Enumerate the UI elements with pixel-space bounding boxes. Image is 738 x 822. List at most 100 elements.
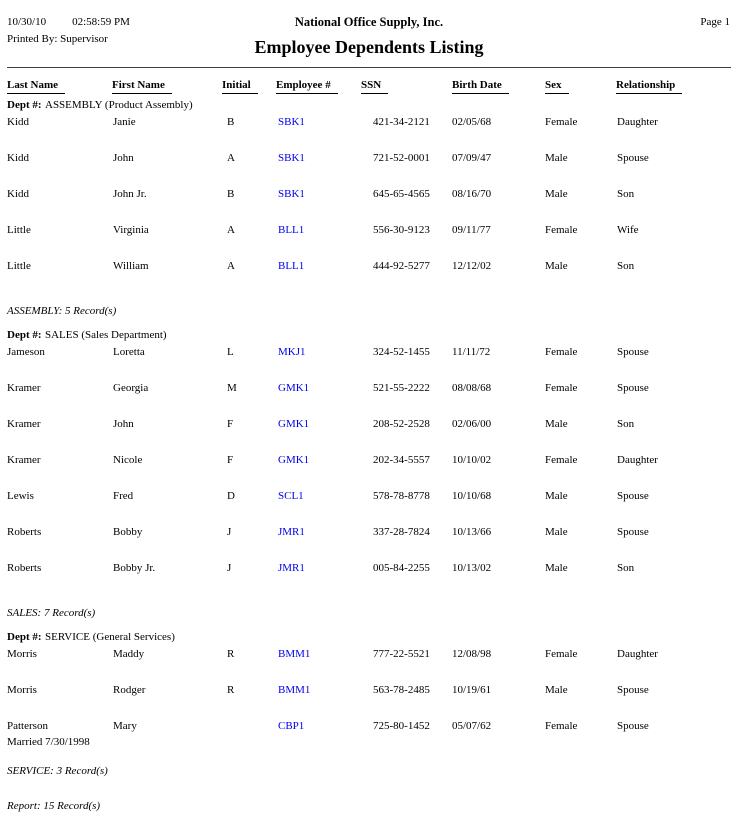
employee-number-link[interactable]: GMK1 bbox=[278, 382, 310, 394]
page-number: Page 1 bbox=[700, 16, 730, 28]
cell-sex: Male bbox=[545, 188, 568, 200]
report-title: Employee Dependents Listing bbox=[254, 37, 484, 57]
cell-birth-date: 07/09/47 bbox=[452, 152, 492, 164]
printed-by-value: Supervisor bbox=[60, 33, 108, 45]
employee-number-link[interactable]: JMR1 bbox=[278, 526, 305, 538]
report-date: 10/30/10 bbox=[7, 16, 47, 28]
cell-relationship: Son bbox=[617, 562, 635, 574]
col-header-last-name: Last Name bbox=[7, 79, 66, 94]
cell-first-name: Bobby Jr. bbox=[113, 562, 156, 574]
cell-sex: Male bbox=[545, 684, 568, 696]
cell-first-name: William bbox=[113, 260, 149, 272]
cell-ssn: 208-52-2528 bbox=[373, 418, 430, 430]
dept-label: Dept #: bbox=[7, 631, 42, 643]
dept-name: ASSEMBLY (Product Assembly) bbox=[45, 99, 193, 111]
cell-first-name: Loretta bbox=[113, 346, 145, 358]
cell-first-name: Georgia bbox=[113, 382, 149, 394]
cell-relationship: Son bbox=[617, 188, 635, 200]
cell-relationship: Spouse bbox=[617, 684, 649, 696]
col-header-initial: Initial bbox=[222, 79, 258, 94]
cell-initial: M bbox=[227, 382, 237, 394]
cell-birth-date: 11/11/72 bbox=[452, 346, 491, 358]
report-summary: Report: 15 Record(s) bbox=[7, 800, 101, 812]
cell-birth-date: 05/07/62 bbox=[452, 720, 492, 732]
cell-sex: Female bbox=[545, 720, 578, 732]
cell-birth-date: 09/11/77 bbox=[452, 224, 491, 236]
dependent-row: Roberts Bobby Jr. J JMR1 005-84-2255 10/… bbox=[0, 562, 738, 575]
employee-number-link[interactable]: GMK1 bbox=[278, 418, 310, 430]
company-name: National Office Supply, Inc. bbox=[294, 15, 444, 29]
dependent-row: Kidd Janie B SBK1 421-34-2121 02/05/68 F… bbox=[0, 116, 738, 129]
dependent-row: Morris Rodger R BMM1 563-78-2485 10/19/6… bbox=[0, 684, 738, 697]
cell-initial: D bbox=[227, 490, 235, 502]
column-header-row: Last Name First Name Initial Employee # … bbox=[0, 79, 738, 94]
cell-sex: Male bbox=[545, 152, 568, 164]
dependent-row: Morris Maddy R BMM1 777-22-5521 12/08/98… bbox=[0, 648, 738, 661]
group-summary: SALES: 7 Record(s) bbox=[7, 607, 96, 619]
cell-relationship: Spouse bbox=[617, 346, 649, 358]
col-header-relationship: Relationship bbox=[616, 79, 683, 94]
cell-last-name: Kramer bbox=[7, 454, 41, 466]
groups-container: Dept #: ASSEMBLY (Product Assembly) Kidd… bbox=[0, 99, 738, 778]
department-row: Dept #: SERVICE (General Services) bbox=[0, 631, 738, 644]
cell-last-name: Jameson bbox=[7, 346, 45, 358]
employee-number-link[interactable]: BLL1 bbox=[278, 260, 305, 272]
report-time: 02:58:59 PM bbox=[72, 16, 130, 28]
dependent-row: Kidd John A SBK1 721-52-0001 07/09/47 Ma… bbox=[0, 152, 738, 165]
department-group: Dept #: SALES (Sales Department) Jameson… bbox=[0, 329, 738, 620]
employee-number-link[interactable]: GMK1 bbox=[278, 454, 310, 466]
employee-number-link[interactable]: BMM1 bbox=[278, 648, 311, 660]
cell-last-name: Kramer bbox=[7, 382, 41, 394]
cell-last-name: Kidd bbox=[7, 152, 29, 164]
cell-birth-date: 10/13/02 bbox=[452, 562, 492, 574]
cell-relationship: Wife bbox=[617, 224, 639, 236]
cell-sex: Female bbox=[545, 224, 578, 236]
report-datetime: 10/30/10 02:58:59 PM bbox=[7, 16, 130, 29]
employee-number-link[interactable]: SCL1 bbox=[278, 490, 304, 502]
cell-ssn: 578-78-8778 bbox=[373, 490, 430, 502]
cell-last-name: Kidd bbox=[7, 116, 29, 128]
cell-first-name: John Jr. bbox=[113, 188, 147, 200]
employee-number-link[interactable]: SBK1 bbox=[278, 116, 305, 128]
employee-number-link[interactable]: MKJ1 bbox=[278, 346, 306, 358]
rows-container: Kidd Janie B SBK1 421-34-2121 02/05/68 F… bbox=[0, 116, 738, 273]
cell-first-name: Nicole bbox=[113, 454, 143, 466]
employee-number-link[interactable]: BLL1 bbox=[278, 224, 305, 236]
cell-sex: Female bbox=[545, 454, 578, 466]
cell-ssn: 556-30-9123 bbox=[373, 224, 430, 236]
cell-ssn: 777-22-5521 bbox=[373, 648, 430, 660]
employee-number-link[interactable]: SBK1 bbox=[278, 152, 305, 164]
cell-ssn: 521-55-2222 bbox=[373, 382, 430, 394]
cell-initial: A bbox=[227, 224, 235, 236]
cell-ssn: 444-92-5277 bbox=[373, 260, 430, 272]
employee-number-link[interactable]: SBK1 bbox=[278, 188, 305, 200]
cell-sex: Male bbox=[545, 490, 568, 502]
dept-name: SERVICE (General Services) bbox=[45, 631, 175, 643]
dept-label: Dept #: bbox=[7, 329, 42, 341]
employee-number-link[interactable]: BMM1 bbox=[278, 684, 311, 696]
cell-first-name: Fred bbox=[113, 490, 134, 502]
cell-birth-date: 08/08/68 bbox=[452, 382, 492, 394]
cell-initial: B bbox=[227, 116, 235, 128]
dependent-row: Patterson Mary CBP1 725-80-1452 05/07/62… bbox=[0, 720, 738, 749]
cell-last-name: Roberts bbox=[7, 526, 42, 538]
header-divider bbox=[7, 67, 731, 68]
cell-first-name: Janie bbox=[113, 116, 136, 128]
cell-relationship: Spouse bbox=[617, 526, 649, 538]
cell-first-name: John bbox=[113, 152, 134, 164]
cell-first-name: Mary bbox=[113, 720, 137, 732]
dependent-row: Kramer Georgia M GMK1 521-55-2222 08/08/… bbox=[0, 382, 738, 395]
cell-last-name: Little bbox=[7, 224, 31, 236]
cell-sex: Male bbox=[545, 562, 568, 574]
cell-ssn: 202-34-5557 bbox=[373, 454, 430, 466]
employee-number-link[interactable]: CBP1 bbox=[278, 720, 305, 732]
col-header-birth-date: Birth Date bbox=[452, 79, 509, 94]
dept-label: Dept #: bbox=[7, 99, 42, 111]
dependent-row: Little William A BLL1 444-92-5277 12/12/… bbox=[0, 260, 738, 273]
cell-birth-date: 08/16/70 bbox=[452, 188, 492, 200]
cell-relationship: Daughter bbox=[617, 648, 658, 660]
cell-initial: B bbox=[227, 188, 235, 200]
printed-by-label: Printed By: bbox=[7, 33, 58, 45]
employee-number-link[interactable]: JMR1 bbox=[278, 562, 305, 574]
